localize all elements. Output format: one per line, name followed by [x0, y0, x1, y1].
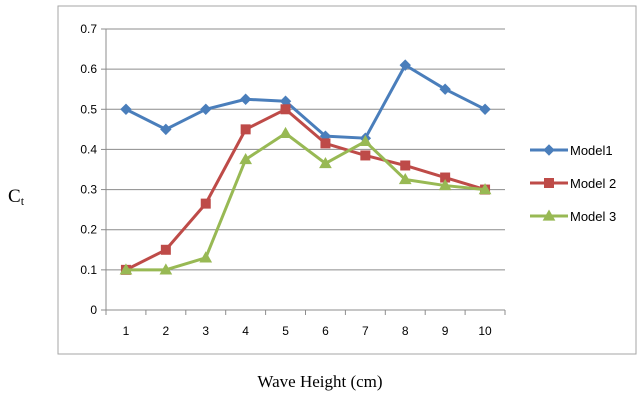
legend-marker — [544, 178, 554, 188]
x-tick-label: 3 — [202, 324, 209, 338]
series-2-point — [240, 124, 251, 135]
x-tick-label: 4 — [242, 324, 249, 338]
series-3-point — [239, 152, 253, 165]
y-tick-label: 0.4 — [80, 142, 97, 156]
x-tick-label: 2 — [163, 324, 170, 338]
series-1-line — [125, 63, 486, 140]
y-tick-label: 0.6 — [80, 62, 97, 76]
series-1-point — [239, 93, 252, 105]
legend-label: Model 2 — [570, 176, 616, 191]
legend-label: Model1 — [570, 143, 613, 158]
series-2-point — [160, 244, 171, 255]
series-3-point — [319, 156, 332, 169]
axes: 0 0.1 0.2 0.3 0.4 0.5 0.6 0.7 1 2 3 4 5 6 7 8 9 10 — [80, 22, 506, 338]
x-tick-label: 1 — [123, 324, 130, 338]
y-axis-title: Ct — [8, 186, 24, 209]
series-3-point — [438, 179, 452, 191]
series-3-point — [478, 183, 492, 195]
x-tick-label: 6 — [322, 324, 329, 338]
legend-marker — [542, 209, 556, 221]
series-2-point — [400, 160, 411, 171]
series-1-point — [439, 83, 451, 95]
y-tick-label: 0.1 — [80, 263, 97, 277]
series-3-line — [125, 131, 486, 272]
legend: Model1 Model 2 Model 3 — [530, 143, 616, 224]
y-axis-title-subscript: t — [20, 194, 25, 208]
series-2-point — [320, 138, 331, 149]
series-3-point — [159, 263, 173, 275]
y-tick-label: 0.7 — [80, 22, 97, 36]
series-3-point — [279, 126, 292, 138]
y-tick-label: 0 — [90, 303, 97, 317]
series-1-point — [479, 103, 491, 115]
y-axis-title-text: C — [8, 186, 21, 207]
series-1-point — [200, 103, 212, 115]
series-2-point — [280, 104, 291, 115]
series-group — [119, 59, 492, 275]
series-1-point — [160, 123, 172, 136]
chart-area-border — [57, 5, 637, 355]
x-axis-title-wrap: Wave Height (cm) — [0, 372, 640, 392]
x-tick-label: 8 — [402, 324, 409, 338]
y-tick-label: 0.3 — [80, 183, 97, 197]
series-2-point — [200, 198, 211, 209]
series-1-point — [399, 59, 411, 71]
legend-label: Model 3 — [570, 209, 616, 224]
series-3-point — [358, 134, 372, 147]
x-tick-label: 9 — [442, 324, 449, 338]
series-2-point — [360, 150, 371, 161]
x-tick-label: 5 — [282, 324, 289, 338]
series-1-point — [120, 103, 132, 115]
series-2-line — [125, 107, 486, 272]
series-3-point — [199, 251, 213, 263]
gridlines — [106, 28, 505, 271]
y-tick-label: 0.5 — [80, 102, 97, 116]
series-3-point — [119, 263, 133, 275]
y-tick-label: 0.2 — [80, 223, 97, 237]
x-tick-label: 7 — [362, 324, 369, 338]
x-tick-label: 10 — [478, 324, 492, 338]
legend-marker — [543, 144, 555, 156]
series-3-point — [398, 173, 412, 185]
x-axis-title: Wave Height (cm) — [257, 372, 383, 391]
